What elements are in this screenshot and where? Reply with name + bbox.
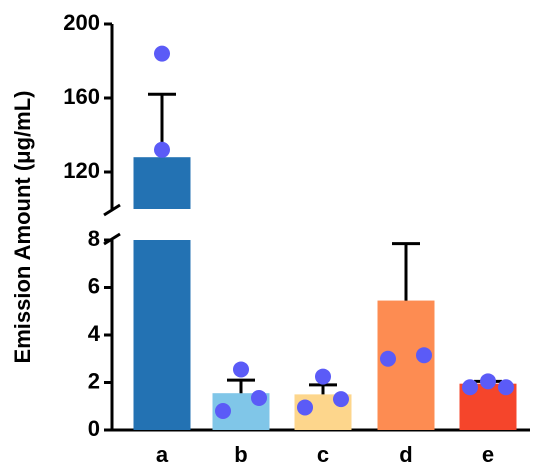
data-point <box>251 389 267 406</box>
data-point <box>498 379 514 396</box>
y-axis-label: Emission Amount (μg/mL) <box>10 91 35 364</box>
x-tick-label: b <box>234 442 247 467</box>
x-tick-label: d <box>399 442 412 467</box>
error-bar <box>392 242 420 301</box>
y-tick-label: 0 <box>88 416 100 441</box>
y-tick-label: 8 <box>88 226 100 251</box>
data-point <box>297 399 313 416</box>
y-tick-label: 160 <box>63 84 100 109</box>
data-point <box>462 379 478 396</box>
x-tick-label: e <box>482 442 494 467</box>
bar <box>133 240 191 430</box>
y-tick-label: 4 <box>88 321 101 346</box>
data-point <box>154 141 170 158</box>
y-tick-label: 200 <box>63 10 100 35</box>
bar <box>133 157 191 209</box>
data-point <box>315 368 331 385</box>
error-bar <box>309 383 337 395</box>
data-point <box>416 347 432 364</box>
data-point <box>380 350 396 367</box>
x-tick-label: c <box>317 442 329 467</box>
data-point <box>215 403 231 419</box>
data-point <box>480 373 496 390</box>
data-point <box>233 361 249 378</box>
data-point <box>333 391 349 408</box>
y-tick-label: 2 <box>88 368 100 393</box>
y-tick-label: 120 <box>63 158 100 183</box>
data-point <box>154 45 170 62</box>
axis-break <box>103 203 121 217</box>
y-tick-label: 6 <box>88 273 100 298</box>
x-tick-label: a <box>156 442 169 467</box>
error-bar <box>227 378 255 394</box>
